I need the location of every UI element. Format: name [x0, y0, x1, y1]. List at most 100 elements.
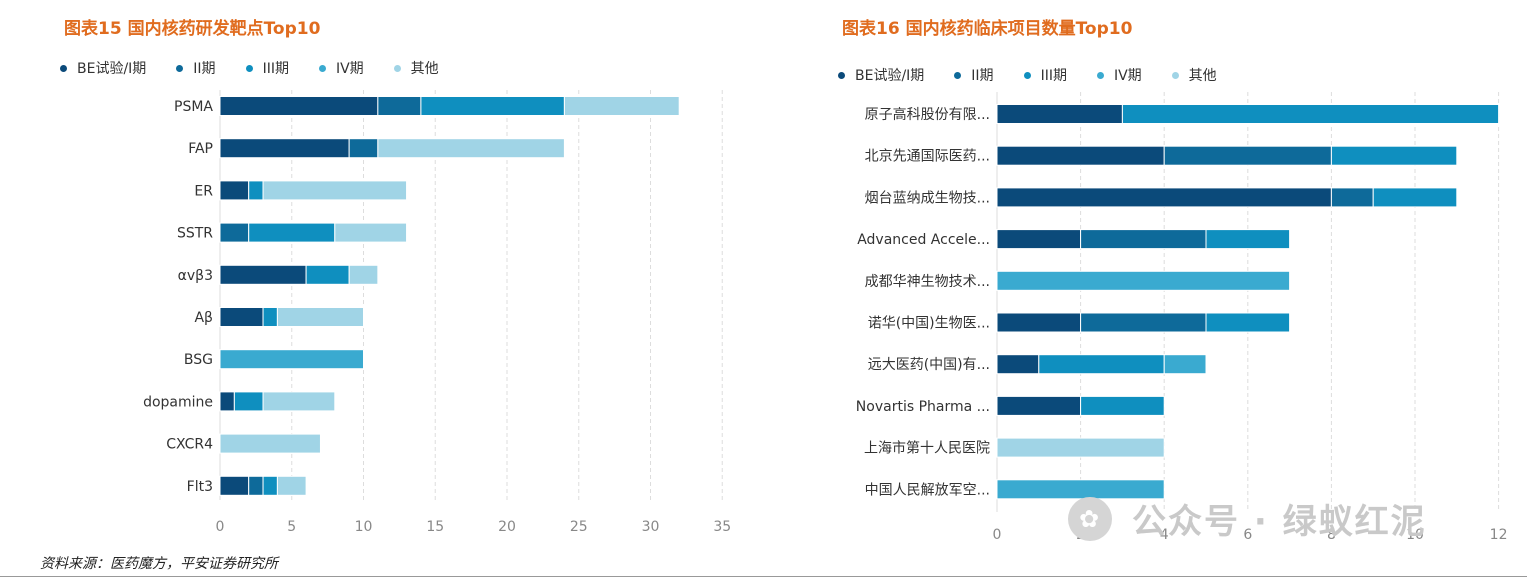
category-label: BSG: [184, 352, 213, 368]
bar-segment: [219, 138, 350, 159]
legend-marker: [1023, 71, 1031, 79]
legend-marker: [393, 64, 401, 72]
x-tick-label: 10: [1406, 527, 1424, 543]
bar-segment: [1121, 104, 1500, 124]
legend-item-1-0[interactable]: BE试验/I期: [838, 65, 924, 85]
bar-segment: [1205, 312, 1291, 333]
bar-segment: [334, 222, 408, 243]
watermark: ✿ 公众号 · 绿蚁红泥: [1068, 494, 1427, 543]
category-label: PSMA: [174, 99, 213, 115]
bar-segment: [996, 187, 1332, 208]
bar-segment: [219, 391, 235, 412]
category-label: 诺华(中国)生物医...: [868, 316, 990, 332]
bar-segment: [262, 391, 336, 412]
category-label: αvβ3: [178, 268, 213, 284]
x-tick-label: 0: [216, 519, 225, 535]
category-label: SSTR: [177, 226, 213, 242]
legend-marker: [838, 71, 845, 79]
bar-segment: [248, 222, 336, 243]
chart15-legend: BE试验/I期 II期 III期 IV期 其他: [60, 58, 469, 78]
legend-label: IV期: [335, 61, 364, 77]
legend-label: 其他: [1188, 68, 1217, 84]
legend-item-1-3[interactable]: IV期: [1096, 65, 1142, 85]
x-tick-label: 10: [355, 519, 373, 535]
bar-segment: [219, 222, 250, 243]
bar-segment: [348, 264, 379, 285]
x-tick-label: 0: [993, 527, 1002, 543]
bar-segment: [1372, 187, 1458, 208]
legend-marker: [176, 64, 184, 72]
category-label: 成都华神生物技术...: [865, 274, 990, 290]
bar-segment: [996, 270, 1291, 291]
legend-marker: [954, 71, 962, 79]
bar-segment: [219, 433, 321, 454]
bar-segment: [305, 264, 350, 285]
category-label: 北京先通国际医药...: [865, 149, 990, 165]
legend-label: IV期: [1113, 68, 1142, 84]
legend-item-1-4[interactable]: 其他: [1171, 65, 1217, 85]
x-tick-label: 6: [1243, 527, 1252, 543]
category-label: 上海市第十人民医院: [864, 440, 990, 457]
bar-segment: [377, 138, 565, 159]
legend-item-0-2[interactable]: III期: [245, 58, 289, 78]
legend-label: BE试验/I期: [855, 68, 925, 84]
category-label: 烟台蓝纳成生物技...: [865, 190, 990, 206]
chart16-title: 图表16 国内核药临床项目数量Top10: [842, 19, 1133, 39]
bar-segment: [219, 475, 250, 496]
legend-marker: [1096, 71, 1104, 79]
bar-segment: [996, 145, 1165, 166]
legend-item-0-0[interactable]: BE试验/I期: [60, 58, 146, 78]
category-label: 远大医药(中国)有...: [868, 357, 990, 373]
category-label: 中国人民解放军空...: [865, 482, 990, 498]
bottom-divider: [0, 576, 1527, 577]
bar-segment: [248, 475, 264, 496]
category-label: CXCR4: [166, 437, 213, 453]
legend-item-1-2[interactable]: III期: [1023, 65, 1067, 85]
bar-segment: [219, 307, 264, 327]
category-label: Flt3: [187, 479, 213, 495]
bar-segment: [219, 96, 379, 116]
legend-item-0-1[interactable]: II期: [176, 58, 216, 78]
bar-segment: [1163, 354, 1207, 375]
legend-item-1-1[interactable]: II期: [954, 65, 994, 85]
source-note: 资料来源：医药魔方，平安证券研究所: [40, 556, 278, 572]
x-tick-label: 25: [570, 519, 588, 535]
category-label: 原子高科股份有限...: [865, 106, 990, 123]
bar-segment: [996, 229, 1082, 250]
category-label: Advanced Accele...: [857, 232, 990, 248]
bar-segment: [377, 96, 422, 116]
watermark-text: 公众号 · 绿蚁红泥: [1132, 502, 1427, 542]
bar-segment: [262, 180, 408, 201]
x-tick-label: 8: [1327, 527, 1336, 543]
bar-segment: [1205, 229, 1291, 250]
x-tick-label: 35: [713, 519, 731, 535]
legend-label: III期: [1040, 68, 1067, 84]
legend-item-0-3[interactable]: IV期: [318, 58, 364, 78]
legend-marker: [318, 64, 326, 72]
x-tick-label: 5: [287, 519, 296, 535]
bar-segment: [996, 104, 1123, 124]
bar-segment: [219, 180, 250, 201]
legend-label: BE试验/I期: [77, 61, 147, 77]
bar-segment: [219, 349, 364, 370]
bar-segment: [420, 96, 565, 116]
x-tick-label: 30: [642, 519, 660, 535]
legend-marker: [245, 64, 253, 72]
category-label: ER: [194, 183, 213, 199]
bar-segment: [1080, 312, 1207, 333]
bar-segment: [219, 264, 307, 285]
category-label: FAP: [188, 141, 213, 157]
bar-segment: [276, 475, 307, 496]
bar-segment: [1080, 229, 1207, 250]
bar-segment: [1330, 187, 1374, 208]
category-label: Aβ: [194, 310, 213, 326]
bar-segment: [1080, 395, 1165, 416]
legend-label: 其他: [410, 61, 439, 77]
bar-segment: [1330, 145, 1458, 166]
bar-segment: [348, 138, 379, 159]
x-tick-label: 20: [498, 519, 516, 535]
legend-label: III期: [262, 61, 289, 77]
legend-item-0-4[interactable]: 其他: [393, 58, 439, 78]
wechat-icon: ✿: [1068, 496, 1112, 541]
